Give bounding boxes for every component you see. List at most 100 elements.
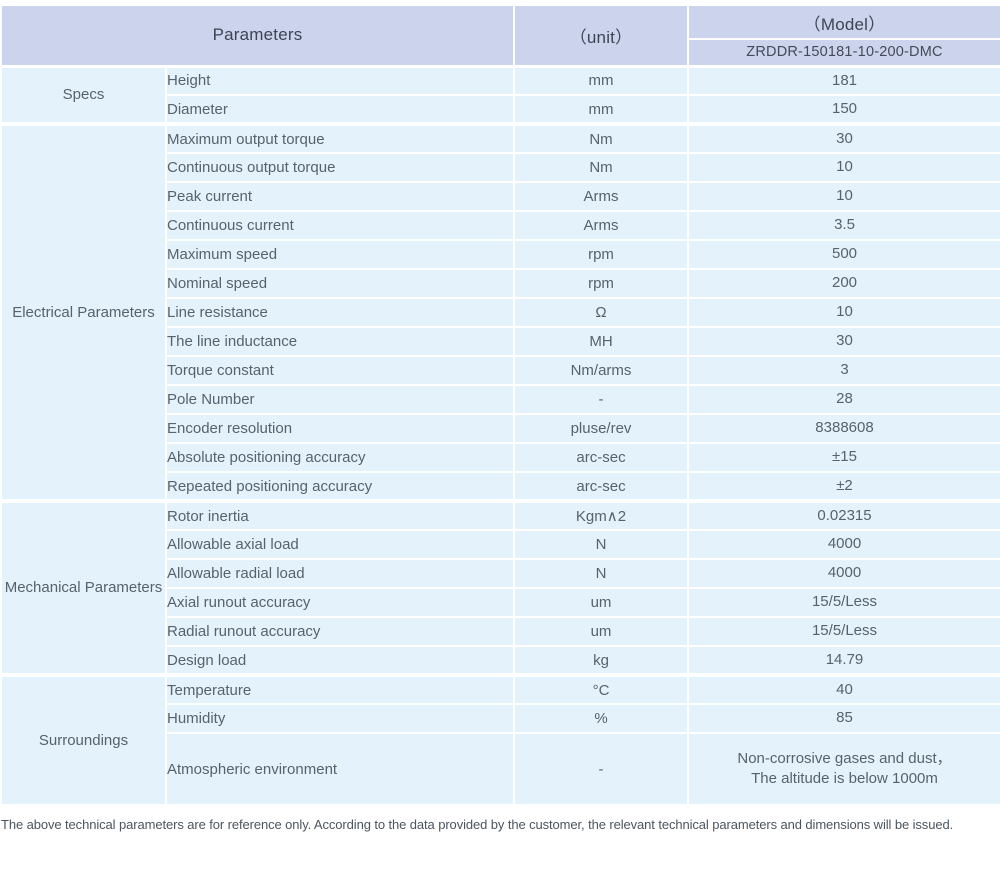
- value-cell: 200: [687, 268, 1000, 299]
- unit-cell: Ω: [513, 297, 689, 328]
- value-cell: 10: [687, 181, 1000, 212]
- value-cell: 3: [687, 355, 1000, 386]
- parameters-header: Parameters: [0, 4, 515, 67]
- table-row: Allowable axial load N 4000: [1, 529, 1000, 560]
- unit-cell: mm: [513, 94, 689, 125]
- unit-cell: arc-sec: [513, 471, 689, 502]
- value-cell: 10: [687, 152, 1000, 183]
- value-cell: 85: [687, 703, 1000, 734]
- group-cell-specs: Specs: [0, 64, 167, 125]
- param-cell: Line resistance: [165, 297, 515, 328]
- value-cell: 3.5: [687, 210, 1000, 241]
- unit-header: （unit）: [513, 4, 689, 67]
- unit-cell: -: [513, 384, 689, 415]
- param-cell: Temperature: [165, 673, 515, 705]
- value-cell: 8388608: [687, 413, 1000, 444]
- unit-cell: Arms: [513, 181, 689, 212]
- param-cell: Absolute positioning accuracy: [165, 442, 515, 473]
- table-row: Axial runout accuracy um 15/5/Less: [1, 587, 1000, 618]
- table-row: Atmospheric environment - Non-corrosive …: [1, 732, 1000, 806]
- table-row: Peak current Arms 10: [1, 181, 1000, 212]
- value-cell: 28: [687, 384, 1000, 415]
- unit-cell: MH: [513, 326, 689, 357]
- value-cell: 30: [687, 326, 1000, 357]
- table-header-model-row: ZRDDR-150181-10-200-DMC: [1, 38, 1000, 67]
- table-header-row: Parameters （unit） （Model）: [0, 4, 1000, 67]
- param-cell: Allowable radial load: [165, 558, 515, 589]
- value-cell: 14.79: [687, 645, 1000, 676]
- param-cell: Pole Number: [165, 384, 515, 415]
- unit-cell: °C: [513, 673, 689, 705]
- unit-cell: Nm: [513, 152, 689, 183]
- value-cell: 4000: [687, 558, 1000, 589]
- spec-sheet: Parameters （unit） （Model） ZRDDR-150181-1…: [0, 4, 1000, 832]
- table-row: Diameter mm 150: [1, 94, 1000, 125]
- table-row: Absolute positioning accuracy arc-sec ±1…: [1, 442, 1000, 473]
- unit-cell: N: [513, 529, 689, 560]
- param-cell: Rotor inertia: [165, 499, 515, 531]
- param-cell: Maximum speed: [165, 239, 515, 270]
- table-row: Continuous output torque Nm 10: [1, 152, 1000, 183]
- param-cell: Allowable axial load: [165, 529, 515, 560]
- unit-cell: rpm: [513, 268, 689, 299]
- param-cell: Nominal speed: [165, 268, 515, 299]
- unit-cell: mm: [513, 64, 689, 96]
- unit-cell: Nm: [513, 122, 689, 154]
- value-cell: 40: [687, 673, 1000, 705]
- model-number: ZRDDR-150181-10-200-DMC: [687, 38, 1000, 67]
- table-row: Electrical Parameters Maximum output tor…: [0, 122, 1000, 502]
- param-cell: Continuous output torque: [165, 152, 515, 183]
- unit-cell: pluse/rev: [513, 413, 689, 444]
- value-cell: 500: [687, 239, 1000, 270]
- table-row: Surroundings Temperature °C 40: [0, 673, 1000, 806]
- table-row: The line inductance MH 30: [1, 326, 1000, 357]
- param-cell: Diameter: [165, 94, 515, 125]
- table-row: Mechanical Parameters Rotor inertia Kgm∧…: [0, 499, 1000, 676]
- value-cell: Non-corrosive gases and dust， The altitu…: [687, 732, 1000, 806]
- param-cell: Continuous current: [165, 210, 515, 241]
- param-cell: Design load: [165, 645, 515, 676]
- param-cell: Encoder resolution: [165, 413, 515, 444]
- group-cell-surroundings: Surroundings: [0, 673, 167, 806]
- param-cell: Axial runout accuracy: [165, 587, 515, 618]
- param-cell: Height: [165, 64, 515, 96]
- unit-cell: arc-sec: [513, 442, 689, 473]
- value-cell: 4000: [687, 529, 1000, 560]
- param-cell: The line inductance: [165, 326, 515, 357]
- param-cell: Peak current: [165, 181, 515, 212]
- specification-table: Parameters （unit） （Model） ZRDDR-150181-1…: [0, 4, 1000, 806]
- unit-cell: um: [513, 616, 689, 647]
- unit-cell: um: [513, 587, 689, 618]
- table-row: Repeated positioning accuracy arc-sec ±2: [1, 471, 1000, 502]
- group-cell-electrical-parameters: Electrical Parameters: [0, 122, 167, 502]
- model-header: （Model）: [687, 4, 1000, 40]
- param-cell: Humidity: [165, 703, 515, 734]
- table-row: Pole Number - 28: [1, 384, 1000, 415]
- value-cell: 15/5/Less: [687, 587, 1000, 618]
- param-cell: Maximum output torque: [165, 122, 515, 154]
- value-cell: 10: [687, 297, 1000, 328]
- disclaimer-note: The above technical parameters are for r…: [1, 817, 954, 832]
- unit-cell: Arms: [513, 210, 689, 241]
- unit-cell: -: [513, 732, 689, 806]
- value-cell: 15/5/Less: [687, 616, 1000, 647]
- unit-cell: kg: [513, 645, 689, 676]
- value-cell: 0.02315: [687, 499, 1000, 531]
- param-cell: Repeated positioning accuracy: [165, 471, 515, 502]
- table-row: Torque constant Nm/arms 3: [1, 355, 1000, 386]
- table-row: Maximum speed rpm 500: [1, 239, 1000, 270]
- table-row: Continuous current Arms 3.5: [1, 210, 1000, 241]
- value-cell: ±2: [687, 471, 1000, 502]
- unit-cell: %: [513, 703, 689, 734]
- table-row: Line resistance Ω 10: [1, 297, 1000, 328]
- value-cell: 30: [687, 122, 1000, 154]
- param-cell: Radial runout accuracy: [165, 616, 515, 647]
- param-cell: Atmospheric environment: [165, 732, 515, 806]
- param-cell: Torque constant: [165, 355, 515, 386]
- table-row: Allowable radial load N 4000: [1, 558, 1000, 589]
- table-row: Humidity % 85: [1, 703, 1000, 734]
- value-cell: 181: [687, 64, 1000, 96]
- unit-cell: rpm: [513, 239, 689, 270]
- table-row: Encoder resolution pluse/rev 8388608: [1, 413, 1000, 444]
- table-row: Radial runout accuracy um 15/5/Less: [1, 616, 1000, 647]
